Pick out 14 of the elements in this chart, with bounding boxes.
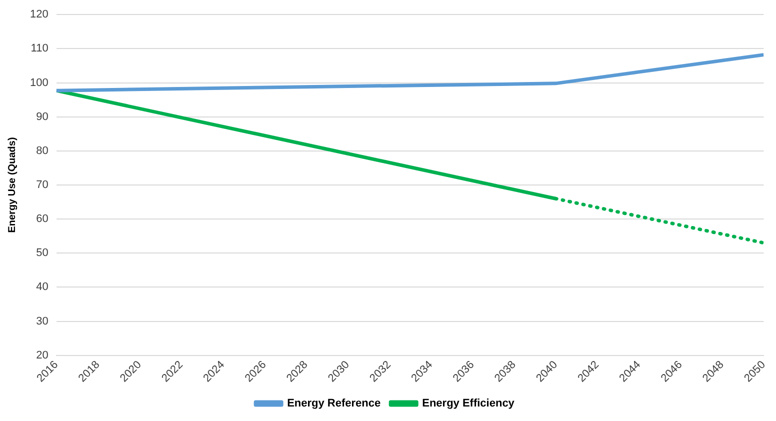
y-tick-label: 40 — [36, 281, 48, 294]
y-tick-label: 60 — [36, 213, 48, 226]
y-tick-label: 90 — [36, 110, 48, 123]
y-tick-label: 120 — [30, 8, 48, 21]
y-axis-title: Energy Use (Quads) — [6, 137, 18, 233]
y-tick-label: 50 — [36, 247, 48, 260]
y-tick-label: 100 — [30, 76, 48, 89]
y-tick-label: 80 — [36, 144, 48, 157]
legend-label: Energy Reference — [287, 398, 381, 410]
legend-label: Energy Efficiency — [422, 398, 516, 410]
y-tick-label: 30 — [36, 315, 48, 328]
y-tick-label: 70 — [36, 179, 48, 192]
y-tick-label: 110 — [30, 42, 48, 55]
y-tick-label: 20 — [36, 349, 48, 362]
